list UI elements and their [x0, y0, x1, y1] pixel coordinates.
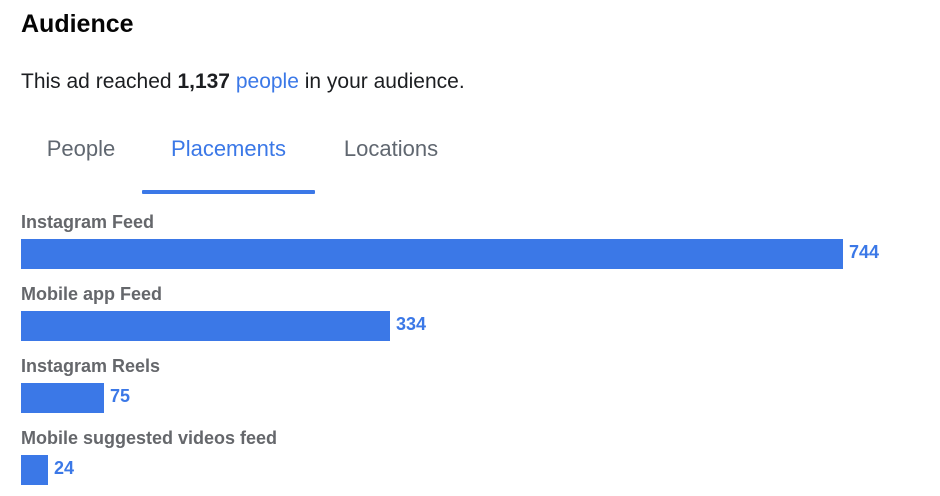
audience-tabs: People Placements Locations [21, 130, 521, 194]
placement-label: Mobile suggested videos feed [21, 428, 278, 448]
reach-summary: This ad reached 1,137 people in your aud… [21, 70, 465, 94]
tab-placements[interactable]: Placements [142, 130, 315, 194]
placement-label: Mobile app Feed [21, 284, 163, 304]
reach-summary-suffix: in your audience. [298, 70, 465, 93]
tab-locations-label: Locations [343, 136, 439, 161]
placement-bar [21, 239, 843, 269]
tab-placements-label: Placements [171, 136, 286, 161]
placement-label: Instagram Feed [21, 212, 155, 232]
reach-summary-prefix: This ad reached [21, 70, 178, 93]
active-tab-indicator [142, 190, 315, 194]
placement-bar [21, 383, 104, 413]
reach-count: 1,137 [177, 70, 230, 93]
placement-value: 334 [396, 314, 427, 334]
placement-row: Instagram Reels 75 [21, 354, 921, 426]
placement-row: Mobile app Feed 334 [21, 282, 921, 354]
placement-value: 24 [54, 458, 75, 478]
section-title: Audience [21, 10, 134, 38]
tab-people[interactable]: People [21, 130, 141, 194]
placement-row: Mobile suggested videos feed 24 [21, 426, 921, 496]
placement-row: Instagram Feed 744 [21, 210, 921, 282]
placement-value: 75 [110, 386, 131, 406]
placement-bar [21, 455, 48, 485]
placement-bar [21, 311, 390, 341]
people-link[interactable]: people [235, 70, 299, 93]
placement-value: 744 [849, 242, 880, 262]
tab-people-label: People [46, 136, 116, 161]
placement-label: Instagram Reels [21, 356, 161, 376]
tab-locations[interactable]: Locations [325, 130, 457, 194]
